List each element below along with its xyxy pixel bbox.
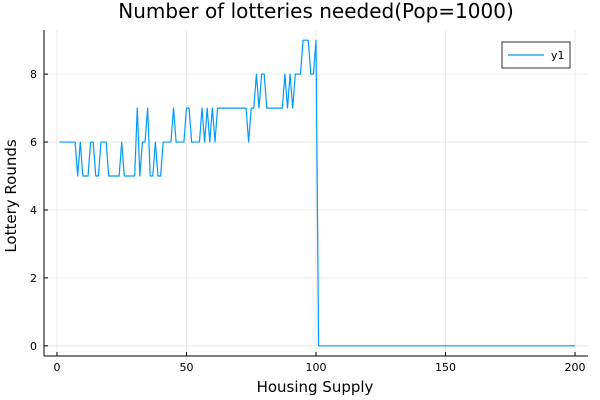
series-line-y1 [59, 39, 576, 347]
x-tick-label: 50 [179, 361, 193, 374]
plot-area [59, 39, 576, 347]
x-tick-label: 0 [53, 361, 60, 374]
y-axis-label: Lottery Rounds [2, 139, 20, 253]
x-axis-ticks: 0 50 100 150 200 [53, 352, 586, 374]
y-tick-label: 0 [30, 340, 37, 353]
x-tick-label: 200 [565, 361, 586, 374]
y-axis-ticks: 0 2 4 6 8 [30, 68, 48, 353]
chart-title: Number of lotteries needed(Pop=1000) [118, 0, 514, 23]
y-tick-label: 2 [30, 272, 37, 285]
x-axis-label: Housing Supply [257, 378, 374, 396]
y-tick-label: 8 [30, 68, 37, 81]
y-tick-label: 6 [30, 136, 37, 149]
legend-label: y1 [551, 49, 565, 62]
x-tick-label: 150 [435, 361, 456, 374]
legend: y1 [501, 41, 571, 69]
x-tick-label: 100 [306, 361, 327, 374]
y-tick-label: 4 [30, 204, 37, 217]
